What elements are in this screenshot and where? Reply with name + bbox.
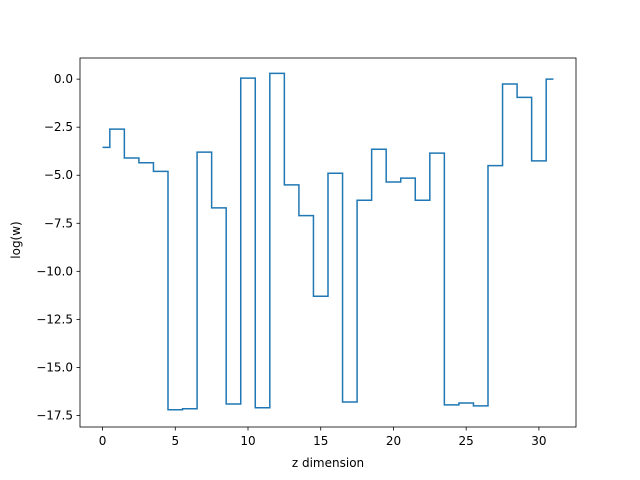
y-axis-label: log(w) [9, 221, 23, 258]
x-axis: 0 5 10 15 20 25 30 [99, 427, 547, 448]
y-axis: 0.0 −2.5 −5.0 −7.5 −10.0 −12.5 −15.0 −17.5 [36, 72, 80, 422]
y-tick-label: −15.0 [36, 360, 73, 374]
y-tick-label: −12.5 [36, 312, 73, 326]
y-tick-label: −17.5 [36, 408, 73, 422]
x-tick-label: 25 [459, 434, 474, 448]
y-tick-label: −5.0 [44, 168, 73, 182]
x-tick-label: 0 [99, 434, 107, 448]
y-tick-label: 0.0 [54, 72, 73, 86]
series-line [102, 72, 554, 411]
y-tick-label: −2.5 [44, 120, 73, 134]
x-tick-label: 15 [313, 434, 328, 448]
x-tick-label: 10 [240, 434, 255, 448]
axes-frame [79, 57, 577, 428]
x-axis-label: z dimension [292, 456, 364, 470]
x-tick-label: 30 [531, 434, 546, 448]
x-tick-label: 20 [386, 434, 401, 448]
x-tick-label: 5 [171, 434, 179, 448]
y-tick-label: −10.0 [36, 264, 73, 278]
plot-area [102, 72, 554, 411]
y-tick-label: −7.5 [44, 216, 73, 230]
